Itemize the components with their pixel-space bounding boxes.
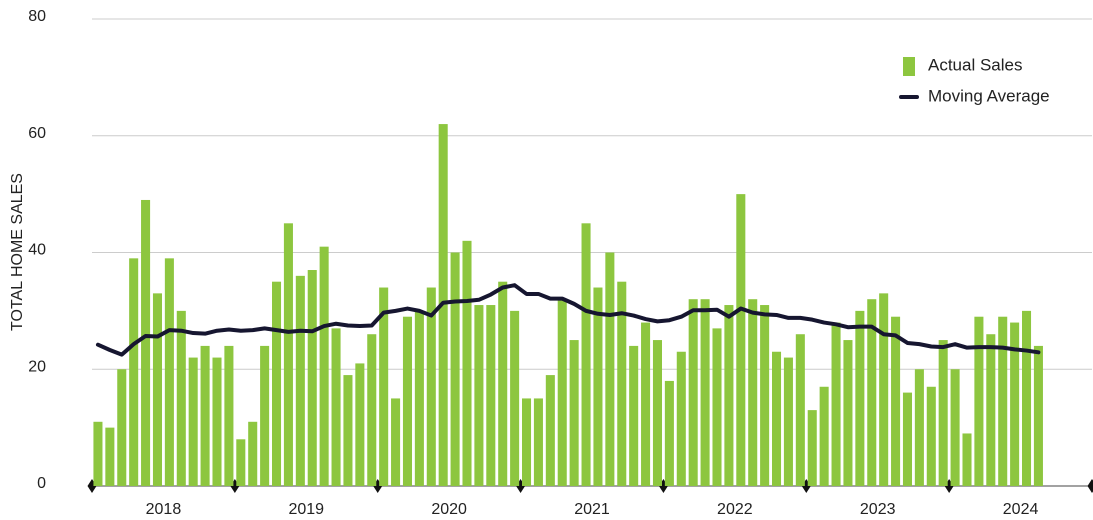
bar [700,299,710,486]
bar [760,305,770,486]
bar [795,334,805,486]
bar [188,357,198,486]
bar [879,293,889,486]
y-axis-title: TOTAL HOME SALES [9,173,26,331]
bar [152,293,162,486]
legend-label: Actual Sales [928,55,1023,74]
legend-label: Moving Average [928,86,1050,105]
bar [414,310,424,486]
y-tick-label: 60 [28,125,46,142]
bar [569,340,579,486]
bar [474,305,484,486]
bar [819,386,829,486]
bar [367,334,377,486]
bar [914,369,924,486]
bar [617,281,627,486]
y-tick-label: 80 [28,8,46,25]
bar [605,252,615,486]
bar [462,240,472,486]
bar [807,410,817,486]
bar [926,386,936,486]
bar [1022,310,1032,486]
bar [295,275,305,486]
bar [260,345,270,486]
bar [355,363,365,486]
legend-swatch [903,57,915,76]
bar [772,351,782,486]
x-tick-label: 2021 [574,501,610,518]
bar [712,328,722,486]
bar [1033,345,1043,486]
bar [510,310,520,486]
bar [783,357,793,486]
bar [236,439,246,486]
bar [581,223,591,486]
bar [545,375,555,486]
bar [986,334,996,486]
bar [283,223,293,486]
bar [486,305,496,486]
bar [93,421,103,486]
bar [724,305,734,486]
bar [129,258,139,486]
bar [557,299,567,486]
bar [105,427,115,486]
bar [676,351,686,486]
x-tick-label: 2019 [288,501,324,518]
bar [748,299,758,486]
bar [593,287,603,486]
moving-average-line [95,283,1041,357]
bar [248,421,258,486]
bar [688,299,698,486]
bar [950,369,960,486]
bar [1010,322,1020,486]
bar [831,322,841,486]
bar [379,287,389,486]
bar [402,316,412,486]
bar [224,345,234,486]
x-tick-label: 2018 [146,501,182,518]
bar [629,345,639,486]
bar [141,199,151,486]
bar [974,316,984,486]
bar [902,392,912,486]
bar [200,345,210,486]
bar [450,252,460,486]
bar [331,328,341,486]
bar [176,310,186,486]
bar [998,316,1008,486]
bar [426,287,436,486]
bar [117,369,127,486]
bar [533,398,543,486]
bar [891,316,901,486]
y-tick-label: 40 [28,242,46,259]
bar [212,357,222,486]
bar [164,258,174,486]
y-tick-label: 0 [37,475,46,492]
x-tick-label: 2023 [860,501,896,518]
bar [498,281,508,486]
bar [867,299,877,486]
x-tick-label: 2024 [1003,501,1039,518]
bar [938,340,948,486]
bar [855,310,865,486]
bar [319,246,329,486]
bar [522,398,532,486]
bar [652,340,662,486]
bar [391,398,401,486]
year-divider [1087,479,1093,493]
bar [307,270,317,486]
bar [736,194,746,486]
bar [843,340,853,486]
bar [272,281,282,486]
bar [641,322,651,486]
x-tick-label: 2020 [431,501,467,518]
bar [343,375,353,486]
y-tick-label: 20 [28,358,46,375]
bar [962,433,972,486]
x-tick-label: 2022 [717,501,753,518]
bar [664,380,674,486]
